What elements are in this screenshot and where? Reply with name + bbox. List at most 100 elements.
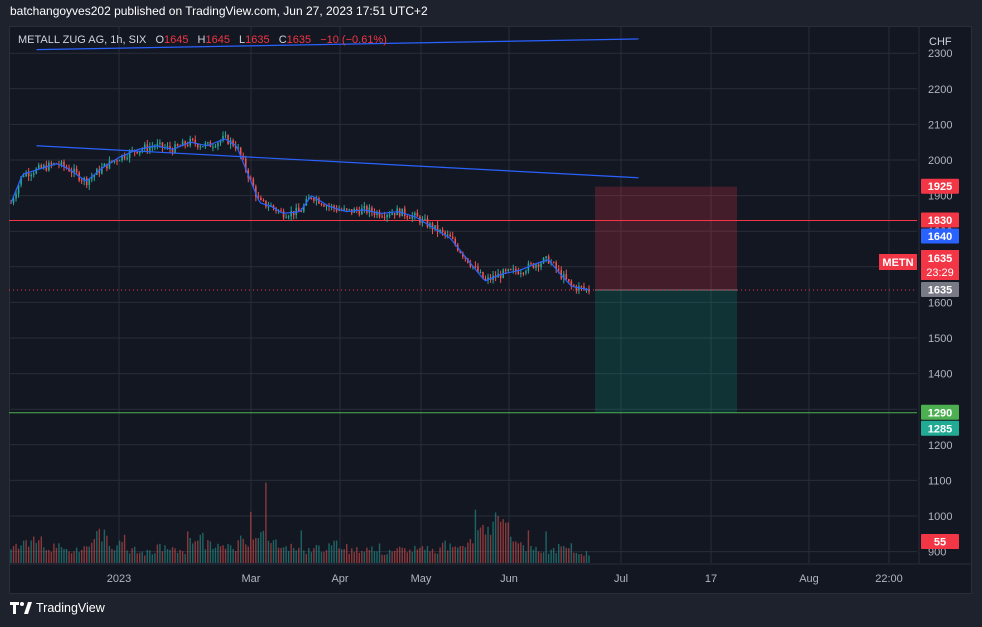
change-value: −10 (−0.61%) [320,34,387,46]
volume-bar [128,553,131,563]
volume-bar [93,538,95,563]
volume-bar [555,553,557,563]
candle-body [426,218,429,228]
volume-bar [217,543,219,563]
candle-body [378,211,381,217]
candle-body [202,146,204,148]
volume-bar [202,532,204,563]
candle-body [88,179,91,186]
low-label: L [239,34,246,46]
volume-bar [353,552,355,563]
footer-brand[interactable]: TradingView [10,601,105,615]
candle-body [525,271,527,274]
volume-bar [401,547,403,563]
volume-bar [507,522,509,563]
candle-body [479,272,482,274]
volume-bar [197,540,199,563]
volume-bar [156,544,159,563]
volume-bar [270,542,272,563]
candle-body [224,135,227,137]
candle-body [575,286,578,291]
candle-body [272,205,275,209]
chart-panel[interactable] [9,26,972,594]
candle-body [161,142,164,148]
high-value: 1645 [205,34,230,46]
candle-body [191,138,194,140]
volume-bar [234,550,237,563]
volume-bar [53,543,55,563]
x-tick-label: 17 [705,573,717,585]
volume-bar [139,552,141,563]
candle-body [348,209,351,211]
resistance-label-text: 1830 [928,215,952,227]
candle-body [535,264,537,268]
volume-bar [20,545,22,563]
y-tick-label: 1500 [928,333,952,345]
volume-bar [229,545,232,563]
volume-bar [462,545,464,563]
volume-bar [73,551,75,563]
candle-body [214,146,217,148]
volume-bar [310,552,313,563]
volume-bar [527,530,530,563]
volume-bar [477,530,479,563]
volume-bar [305,553,308,563]
candle-body [487,277,489,280]
x-tick-label: 2023 [107,573,131,585]
volume-bar [585,551,588,563]
candle-body [93,174,96,178]
volume-bar [416,549,419,563]
candle-body [37,165,40,169]
candle-body [532,263,535,268]
y-tick-label: 900 [928,547,946,559]
candle-body [416,212,419,217]
volume-bar [141,551,143,563]
last-price-label: 1635 23:29 METN [879,250,959,280]
chart-canvas[interactable]: CHF2300220021002000190018001700160015001… [9,26,972,594]
volume-label-text: 55 [934,537,946,549]
candle-body [290,211,292,217]
volume-bar [545,531,547,563]
volume-bar [194,541,196,563]
volume-bar [426,546,429,563]
volume-bar [520,542,522,563]
volume-bar [439,547,441,563]
volume-bar [96,531,98,563]
ma-label-text: 1640 [928,231,952,243]
volume-bar [494,512,497,563]
volume-bar [252,539,255,563]
volume-bar [242,538,244,563]
candle-body [22,176,25,178]
candle-body [383,216,386,218]
volume-bar [169,549,171,563]
candle-body [583,286,585,289]
volume-bar [391,551,393,563]
volume-bar [126,550,128,563]
volume-bar [510,536,512,563]
volume-bar [27,546,30,563]
candle-body [555,262,557,270]
volume-bar [199,534,202,563]
candle-body [461,252,464,257]
candle-body [565,274,568,280]
volume-bar [512,541,514,563]
volume-bar [247,546,249,563]
candle-body [113,160,116,162]
target-secondary-label-bg [921,420,959,436]
volume-bar [298,547,300,563]
volume-bar [340,549,343,563]
x-tick-label: Jul [614,573,628,585]
volume-bar [398,546,401,563]
candle-body [459,250,462,253]
volume-bar [320,552,323,563]
candle-body [60,161,63,166]
volume-bar [232,548,234,563]
candle-body [101,167,103,174]
volume-bar [121,541,123,563]
volume-bar [50,551,53,563]
horizontal-levels [9,220,917,414]
candle-body [545,256,547,259]
trendlines [36,38,639,179]
volume-bar [537,551,540,563]
volume-bar [568,548,570,563]
